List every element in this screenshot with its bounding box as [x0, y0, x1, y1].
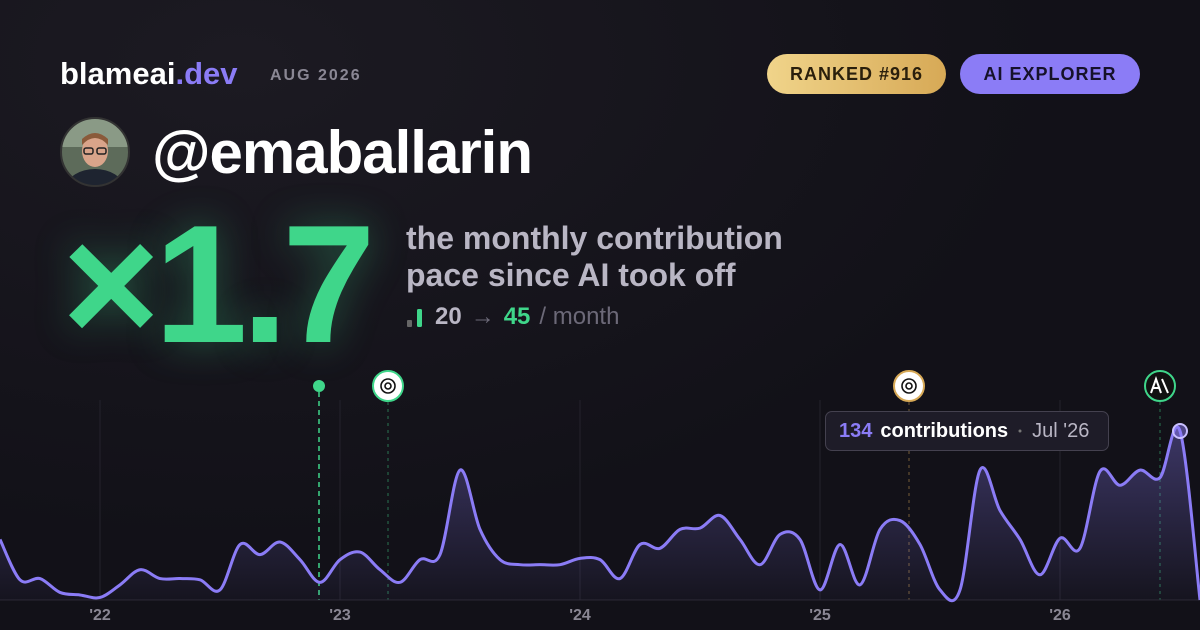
x-tick-label: '24	[569, 607, 591, 624]
site-tld: .dev	[175, 56, 238, 91]
highlight-point	[1172, 423, 1188, 439]
pace-after: 45	[503, 303, 531, 330]
event-dot	[313, 380, 325, 392]
brand: blameai.dev	[60, 56, 237, 92]
pace-icon	[407, 309, 422, 327]
pace-before: 20	[435, 303, 462, 330]
caption: the monthly contribution pace since AI to…	[406, 220, 783, 294]
anthropic-logo	[1150, 376, 1169, 394]
tooltip: 134 contributions Jul '26	[825, 411, 1109, 451]
pace-unit: / month	[539, 303, 620, 330]
tooltip-value: 134	[839, 419, 873, 442]
pace-arrow: →	[470, 303, 495, 330]
x-tick-label: '22	[89, 607, 111, 624]
openai-logo	[380, 378, 396, 394]
multiplier: ×1.7	[62, 190, 376, 378]
caption-line: pace since AI took off	[406, 257, 736, 293]
site: blameai	[60, 56, 176, 91]
line	[0, 425, 1200, 603]
separator	[1018, 429, 1022, 433]
tooltip-label: contributions	[880, 419, 1009, 442]
handle: @emaballarin	[152, 119, 533, 186]
rank-badge: RANKED #916	[767, 54, 946, 94]
x-tick-label: '26	[1049, 607, 1071, 624]
event-icon	[893, 370, 925, 402]
explorer-badge: AI EXPLORER	[960, 54, 1140, 94]
event-icon	[1144, 370, 1176, 402]
pace: 20 → 45 / month	[406, 303, 619, 331]
x-tick-label: '23	[329, 607, 351, 624]
tooltip-date: Jul '26	[1032, 419, 1090, 442]
area	[0, 426, 1200, 601]
avatar	[60, 117, 130, 187]
period: AUG 2026	[270, 67, 362, 84]
openai-logo	[901, 378, 917, 394]
event-icon	[372, 370, 404, 402]
x-tick-label: '25	[809, 607, 831, 624]
caption-line: the monthly contribution	[406, 220, 783, 256]
